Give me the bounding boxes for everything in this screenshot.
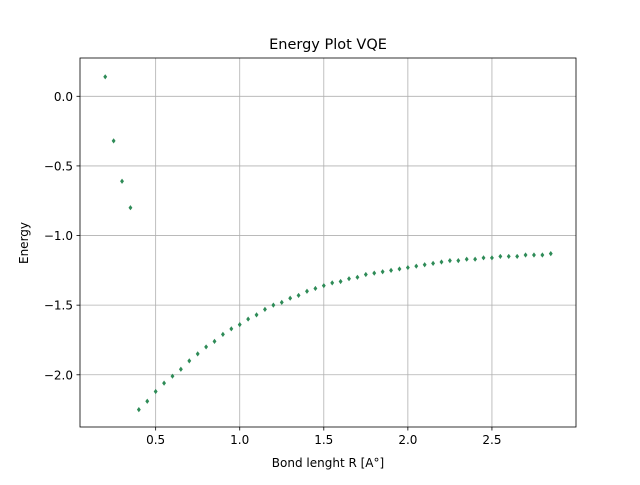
data-point — [532, 252, 536, 258]
data-point — [506, 253, 511, 260]
grid — [80, 58, 576, 427]
data-point — [195, 351, 200, 357]
data-point — [279, 299, 284, 305]
data-point — [313, 285, 318, 292]
data-point — [489, 255, 494, 261]
data-point — [439, 259, 444, 265]
data-points — [103, 74, 553, 413]
data-point — [145, 398, 150, 404]
data-point — [262, 306, 267, 312]
x-tick-label: 1.5 — [314, 433, 333, 447]
data-point — [220, 331, 225, 338]
y-axis-label: Energy — [17, 222, 31, 264]
data-point — [162, 380, 167, 386]
data-point — [271, 302, 276, 308]
data-point — [204, 344, 209, 350]
x-axis-label: Bond lenght R [A°] — [272, 456, 384, 470]
data-point — [330, 280, 335, 286]
y-tick-label: 0.0 — [54, 90, 73, 104]
data-point — [120, 178, 124, 184]
data-point — [456, 258, 461, 264]
data-point — [540, 252, 545, 258]
plot-area-frame — [79, 57, 577, 428]
data-point — [237, 322, 242, 328]
y-tick-label: −2.0 — [44, 368, 73, 382]
data-point — [523, 252, 528, 258]
data-point — [405, 264, 410, 271]
data-point — [178, 366, 183, 372]
data-point — [254, 312, 259, 318]
data-point — [397, 266, 402, 272]
data-point — [321, 283, 326, 289]
data-point — [515, 253, 520, 260]
x-tick-label: 2.0 — [398, 433, 417, 447]
data-point — [305, 288, 309, 294]
data-point — [498, 253, 503, 260]
data-point — [389, 267, 394, 273]
x-tick-label: 1.0 — [230, 433, 249, 447]
data-point — [464, 256, 469, 262]
y-tick-label: −0.5 — [44, 159, 73, 173]
data-point — [187, 358, 192, 364]
data-point — [372, 270, 377, 276]
data-point — [103, 74, 108, 80]
data-point — [296, 292, 301, 299]
data-point — [447, 258, 452, 264]
data-point — [136, 406, 141, 413]
data-point — [422, 262, 427, 268]
data-point — [153, 388, 158, 395]
y-axis-ticks: 0.0 −0.5 −1.0 −1.5 −2.0 — [44, 90, 80, 382]
data-point — [111, 138, 116, 144]
data-point — [473, 256, 478, 262]
data-point — [229, 326, 234, 332]
data-point — [212, 338, 217, 344]
data-point — [548, 251, 553, 257]
data-point — [355, 274, 360, 280]
data-point — [288, 295, 293, 301]
data-point — [481, 255, 486, 261]
data-point — [128, 205, 133, 211]
x-tick-label: 2.5 — [482, 433, 501, 447]
x-tick-label: 0.5 — [146, 433, 165, 447]
data-point — [246, 316, 251, 322]
data-point — [338, 278, 343, 285]
y-tick-label: −1.5 — [44, 299, 73, 313]
data-point — [414, 263, 419, 269]
data-point — [363, 271, 368, 278]
x-axis-ticks: 0.5 1.0 1.5 2.0 2.5 — [146, 427, 501, 447]
data-point — [380, 269, 385, 275]
y-tick-label: −1.0 — [44, 229, 73, 243]
data-point — [347, 276, 351, 282]
data-point — [170, 373, 175, 379]
data-point — [431, 260, 436, 266]
chart-title: Energy Plot VQE — [269, 37, 387, 53]
